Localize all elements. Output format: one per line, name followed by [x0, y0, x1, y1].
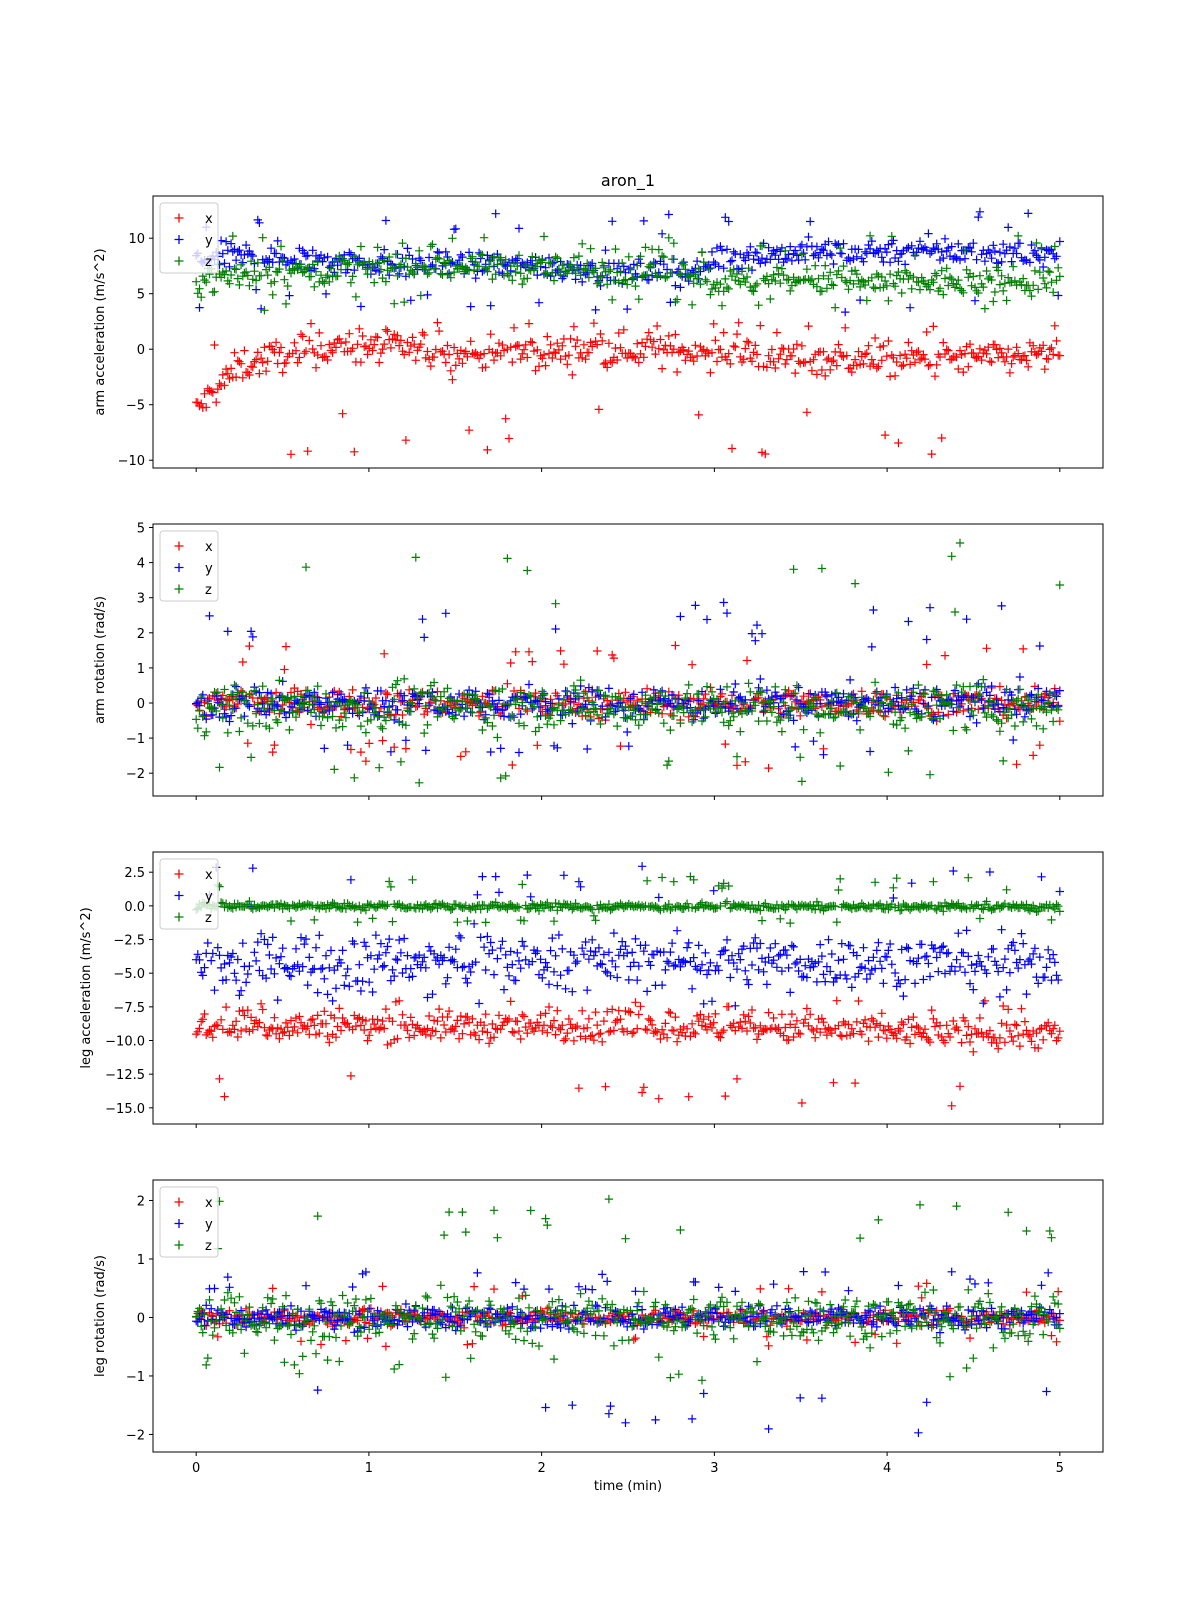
subplot-1: −10 −5 0 5 10 arm acceleration (m/s^2) xyz [93, 195, 1104, 472]
axes-frame [152, 851, 1104, 1125]
x-axis-label: time (min) [594, 1479, 662, 1494]
y-tick-label: 2.5 [124, 866, 145, 881]
legend-label-y: y [205, 234, 213, 249]
legend: xyz [159, 858, 219, 930]
y-tick-label: 3 [137, 592, 145, 607]
legend-label-z: z [205, 583, 212, 598]
legend-label-x: x [205, 1196, 213, 1211]
plot-area [192, 1194, 1064, 1437]
y-tick-label: −12.5 [105, 1068, 145, 1083]
y-tick-label: −7.5 [113, 1001, 145, 1016]
y-tick-label: 10 [128, 232, 145, 247]
series-z-points [192, 231, 1064, 315]
y-tick-label: 4 [137, 557, 145, 572]
y-tick-label: −2 [126, 1428, 145, 1443]
y-tick-label: −10 [118, 454, 145, 469]
legend-marker-z [174, 1240, 184, 1250]
axes-frame [152, 195, 1104, 469]
figure-title: aron_1 [601, 171, 655, 191]
legend-marker-x [174, 1197, 184, 1207]
legend-label-x: x [205, 212, 213, 227]
x-tick-label: 4 [883, 1461, 891, 1476]
x-tick-label: 1 [365, 1461, 373, 1476]
y-tick-label: 0 [137, 1311, 145, 1326]
legend-label-x: x [205, 868, 213, 883]
y-tick-label: −1 [126, 1370, 145, 1385]
x-tick-label: 0 [192, 1461, 200, 1476]
legend-label-y: y [205, 890, 213, 905]
legend: xyz [159, 202, 219, 274]
legend-label-z: z [205, 255, 212, 270]
legend-marker-y [174, 891, 184, 900]
y-tick-label: −10.0 [105, 1035, 145, 1050]
y-axis-label: leg acceleration (m/s^2) [79, 907, 94, 1068]
series-x-points [192, 318, 1064, 459]
subplot-3: −15.0 −12.5 −10.0 −7.5 −5.0 −2.5 0.0 2.5 leg acc… [79, 851, 1104, 1128]
series-z-points [192, 538, 1064, 787]
y-tick-label: −2.5 [113, 934, 145, 949]
x-tick-label: 2 [537, 1461, 545, 1476]
y-axis-label: arm acceleration (m/s^2) [93, 248, 108, 415]
series-y-points [192, 862, 1064, 1010]
legend: xyz [159, 530, 219, 602]
x-tick-label: 5 [1056, 1461, 1064, 1476]
y-tick-label: 1 [137, 662, 145, 677]
plot-area [192, 538, 1064, 787]
axes-frame [152, 1179, 1104, 1453]
y-tick-label: −5 [126, 399, 145, 414]
legend-marker-x [174, 213, 184, 223]
axes-frame [152, 523, 1104, 797]
y-tick-label: 2 [137, 627, 145, 642]
subplot-4: 0 1 2 3 4 5 −2 −1 0 1 2 leg rotation (rad/s) xyz [93, 1179, 1104, 1476]
y-tick-label: 5 [137, 288, 145, 303]
y-tick-label: 2 [137, 1194, 145, 1209]
legend-marker-z [174, 584, 184, 594]
legend-marker-x [174, 541, 184, 551]
legend-marker-y [174, 1219, 184, 1228]
y-tick-label: 0 [137, 697, 145, 712]
y-tick-label: 0 [137, 343, 145, 358]
legend-label-z: z [205, 911, 212, 926]
legend-label-x: x [205, 540, 213, 555]
y-axis-label: arm rotation (rad/s) [93, 596, 108, 724]
legend-marker-z [174, 256, 184, 266]
legend: xyz [159, 1186, 219, 1258]
y-tick-label: 0.0 [124, 900, 145, 915]
legend-label-z: z [205, 1239, 212, 1254]
legend-label-y: y [205, 562, 213, 577]
series-z-points [192, 1194, 1064, 1385]
y-tick-label: −15.0 [105, 1102, 145, 1117]
y-axis-label: leg rotation (rad/s) [93, 1255, 108, 1377]
series-x-points [192, 996, 1064, 1110]
legend-marker-y [174, 563, 184, 572]
subplot-2: −2 −1 0 1 2 3 4 5 arm rotation (rad/s) xyz [93, 522, 1104, 800]
legend-marker-y [174, 235, 184, 244]
legend-marker-x [174, 869, 184, 879]
x-tick-label: 3 [710, 1461, 718, 1476]
legend-marker-z [174, 912, 184, 922]
y-tick-label: −1 [126, 732, 145, 747]
legend-label-y: y [205, 1218, 213, 1233]
y-tick-label: 1 [137, 1253, 145, 1268]
y-tick-label: −2 [126, 767, 145, 782]
plot-area [192, 862, 1064, 1110]
y-tick-label: −5.0 [113, 967, 145, 982]
y-tick-label: 5 [137, 522, 145, 537]
